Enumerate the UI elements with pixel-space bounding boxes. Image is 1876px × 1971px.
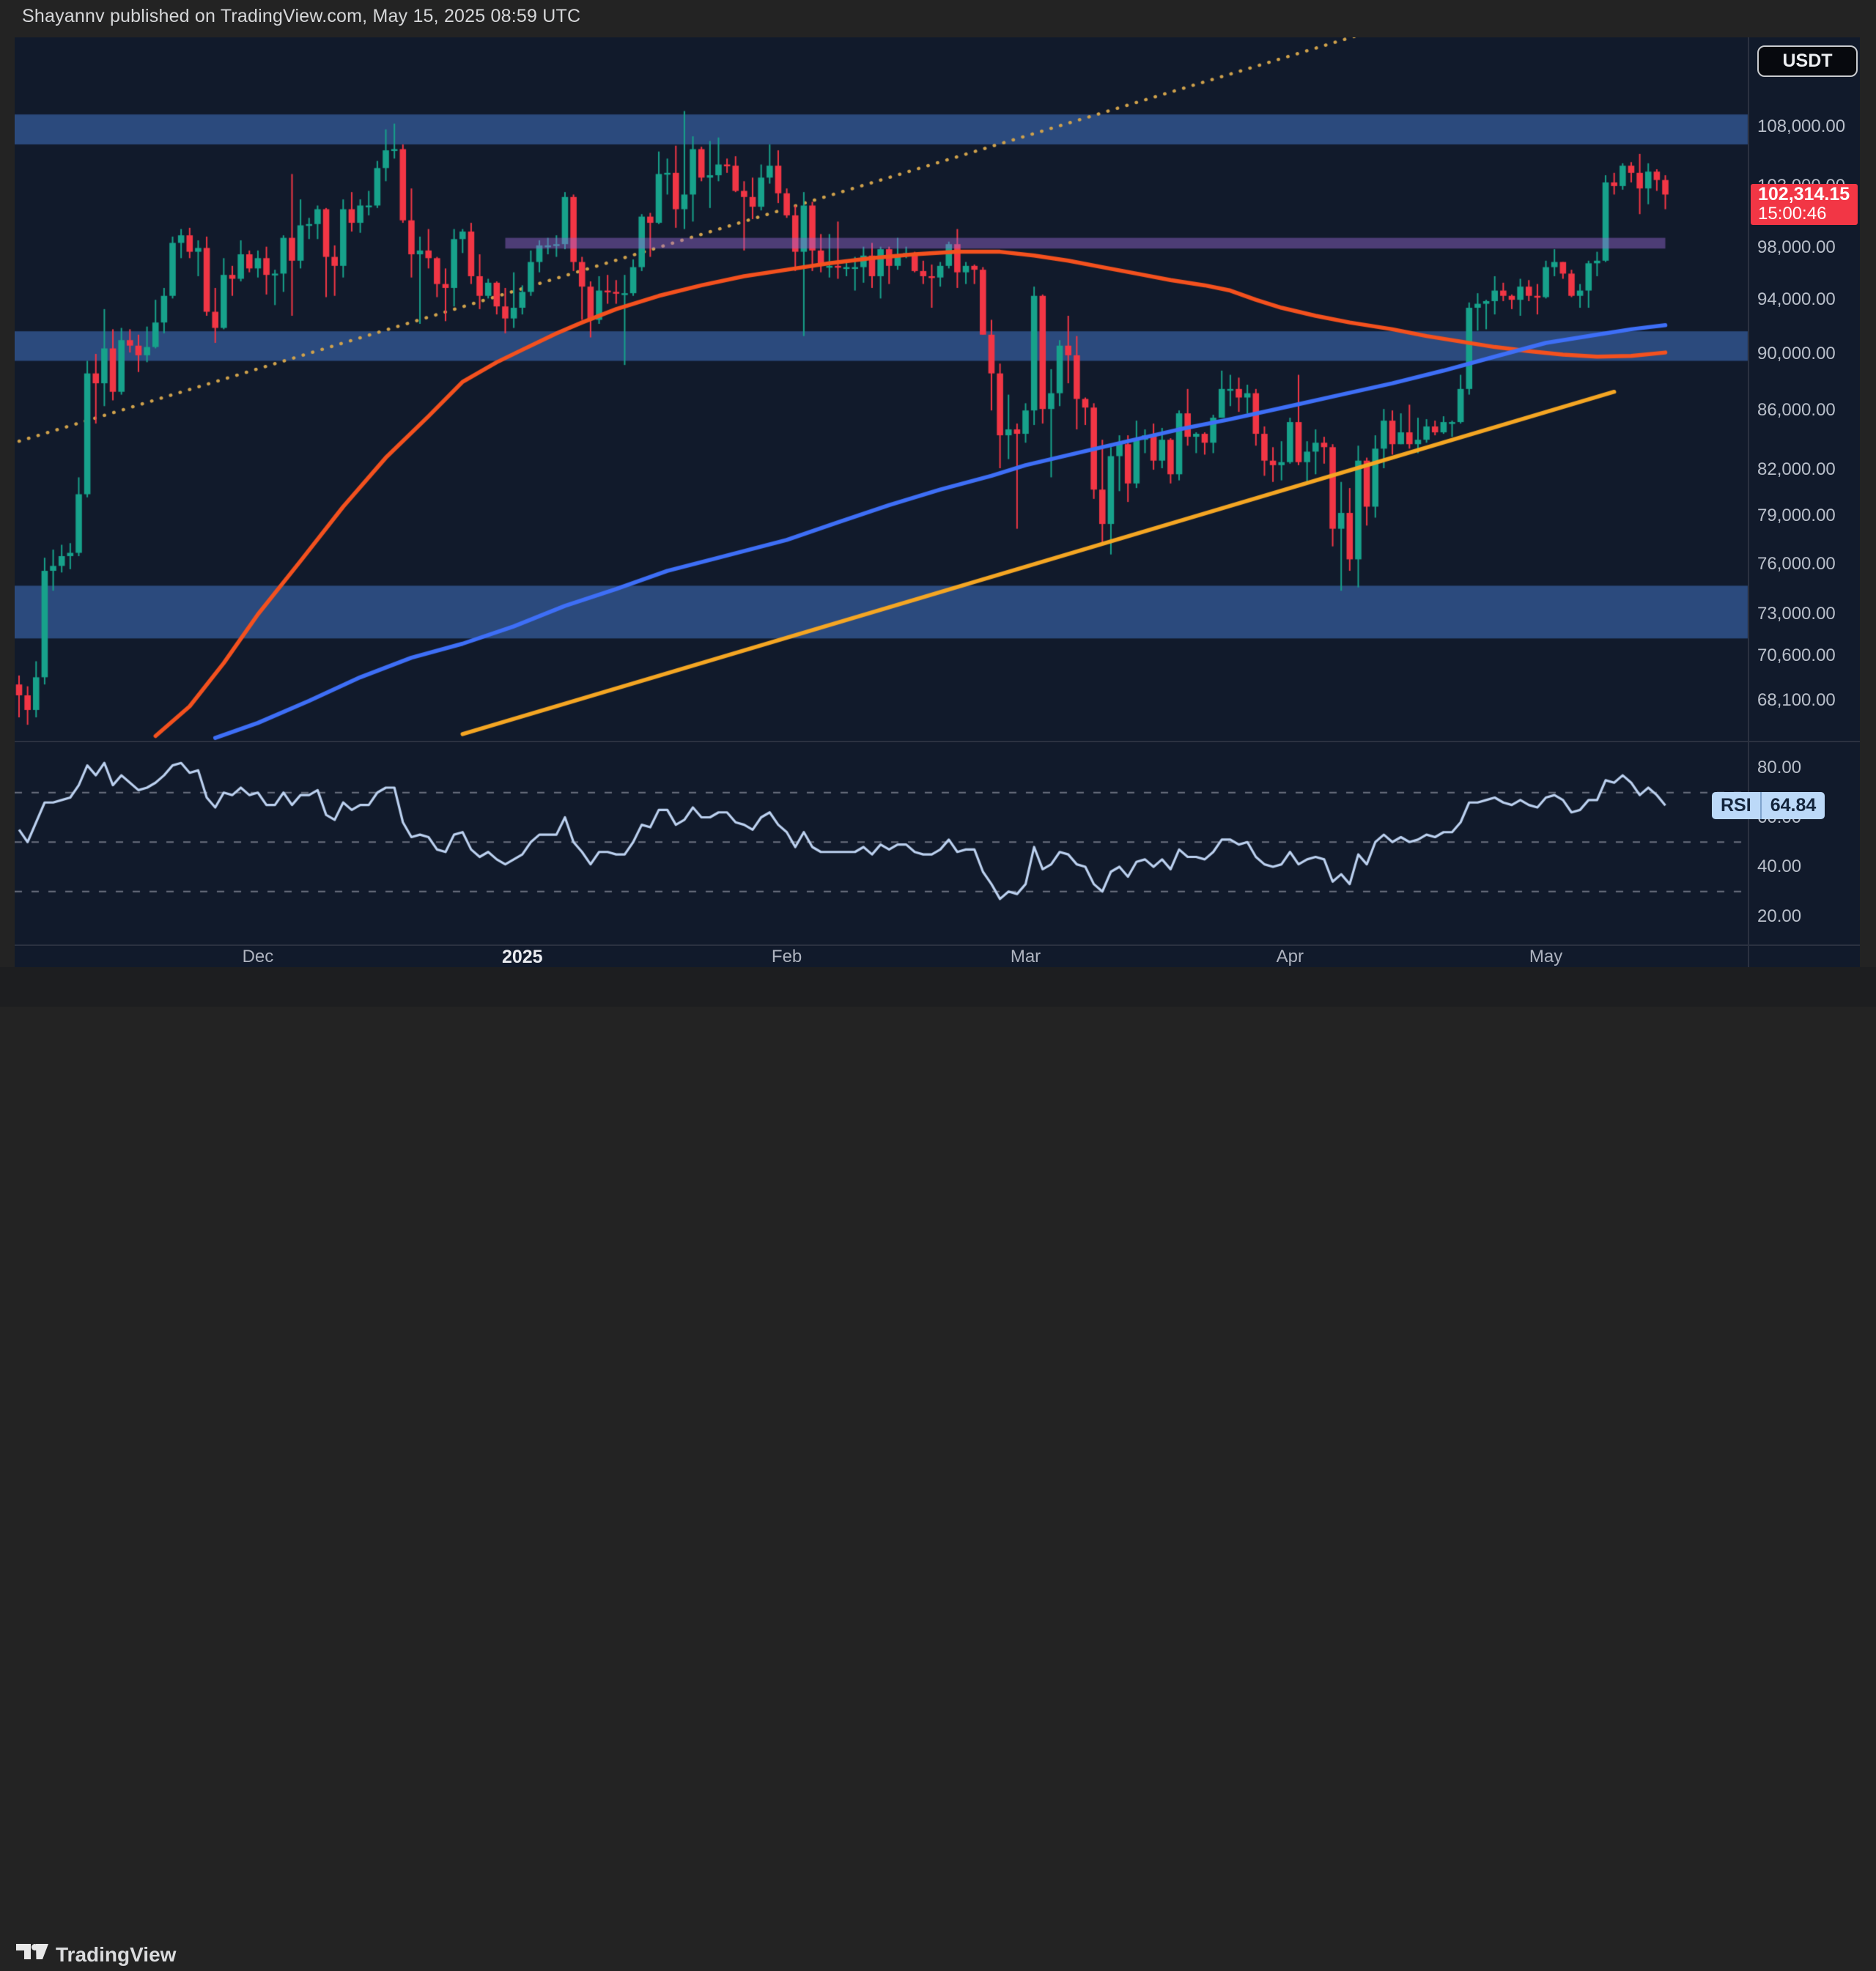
- pane-separator-price-rsi[interactable]: [15, 741, 1860, 742]
- rsi-badge-name: RSI: [1721, 795, 1751, 816]
- last-price-value: 102,314.15: [1758, 184, 1850, 205]
- price-scale-currency-button[interactable]: USDT: [1757, 45, 1858, 77]
- price-axis-separator[interactable]: [1748, 37, 1749, 967]
- last-price-label: 102,314.15 15:00:46: [1751, 184, 1858, 226]
- rsi-value-badge: RSI 64.84: [1712, 792, 1825, 820]
- tradingview-brand-text[interactable]: TradingView: [56, 1943, 177, 1966]
- footer-bar: TradingView: [0, 967, 1876, 1966]
- top-strip: Shayannv published on TradingView.com, M…: [0, 0, 1876, 37]
- rsi-badge-value: 64.84: [1770, 795, 1817, 816]
- chart-canvas[interactable]: [15, 37, 1860, 967]
- tradingview-logo-icon[interactable]: [16, 1942, 48, 1961]
- attribution-text: Shayannv published on TradingView.com, M…: [22, 6, 581, 26]
- rsi-badge-divider: [1759, 792, 1762, 820]
- pane-separator-time-axis[interactable]: [15, 944, 1860, 946]
- right-margin: [1860, 37, 1876, 967]
- bar-countdown: 15:00:46: [1758, 204, 1827, 224]
